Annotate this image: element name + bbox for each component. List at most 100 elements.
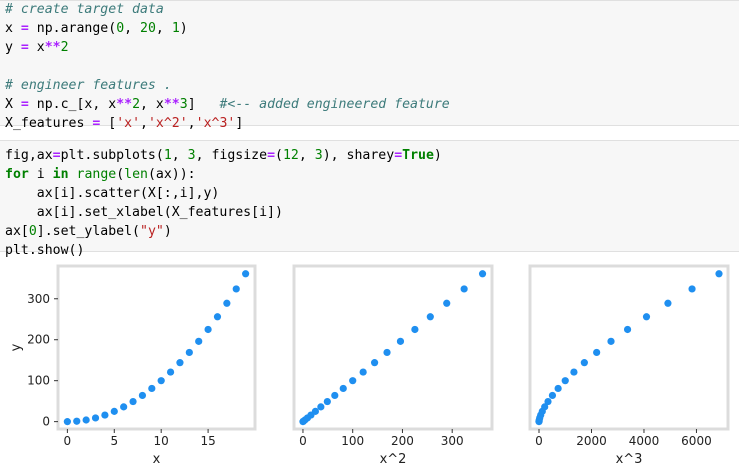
code-token: #<-- added engineered feature xyxy=(219,97,450,112)
scatter-point xyxy=(548,391,557,400)
scatter-point xyxy=(232,285,240,293)
scatter-point xyxy=(688,285,696,293)
x-tick-label: 100 xyxy=(341,434,364,448)
scatter-point xyxy=(664,299,672,307)
scatter-point xyxy=(129,397,137,406)
code-token: "y" xyxy=(140,224,164,239)
code-token: 0 xyxy=(28,224,37,239)
scatter-point xyxy=(396,337,405,345)
code-token: ] xyxy=(187,97,220,112)
x-tick-label: 4000 xyxy=(629,434,660,448)
scatter-point xyxy=(370,359,379,367)
code-token: ] xyxy=(235,116,244,131)
code-token: = xyxy=(20,21,29,36)
code-token: ** xyxy=(44,40,61,55)
code-token: = xyxy=(92,116,101,131)
code-token: plt.subplots( xyxy=(60,148,164,163)
code-token: range xyxy=(76,167,117,182)
code-token: 0 xyxy=(116,21,125,36)
code-line: # engineer features . xyxy=(5,76,172,95)
scatter-point xyxy=(213,313,222,321)
scatter-point xyxy=(541,403,549,411)
code-line: X_features = ['x','x^2','x^3'] xyxy=(5,114,243,133)
code-token: len xyxy=(124,167,148,182)
scatter-point xyxy=(223,299,231,307)
x-tick-label: 0 xyxy=(64,434,72,448)
code-token xyxy=(69,167,77,182)
code-line: y = x**2 xyxy=(5,38,69,57)
code-token: True xyxy=(402,148,434,163)
code-token: ( xyxy=(275,148,283,163)
code-token: 2 xyxy=(60,40,69,55)
scatter-point xyxy=(570,368,578,376)
code-token: 12 xyxy=(282,148,299,163)
code-token: , xyxy=(187,116,196,131)
code-token: ax[i].scatter(X[:,i],y) xyxy=(5,186,220,201)
subplot-2: 0 100 200 300 x^2 xyxy=(292,264,494,466)
code-cell-2[interactable]: fig,ax=plt.subplots(1, 3, figsize=(12, 3… xyxy=(0,140,739,258)
x-axis-label: x^3 xyxy=(616,452,643,466)
x-tick-label: 15 xyxy=(200,434,215,448)
scatter-plots-figure: 0 5 10 15 0 100 200 300 x y 0 100 200 300 x^2 0 2000 4000… xyxy=(9,264,730,466)
scatter-point xyxy=(642,313,651,321)
scatter-point xyxy=(63,418,71,426)
code-line: plt.show() xyxy=(5,241,84,260)
scatter-point xyxy=(120,403,128,411)
code-token: ), sharey xyxy=(322,148,395,163)
scatter-point xyxy=(311,407,319,415)
scatter-point xyxy=(331,391,339,400)
x-tick-label: 5 xyxy=(110,434,118,448)
code-line: # create target data xyxy=(5,0,164,19)
code-token: ** xyxy=(163,97,180,112)
code-token: , xyxy=(124,21,141,36)
code-token: # engineer features . xyxy=(5,78,172,93)
code-line: for i in range(len(ax)): xyxy=(5,165,196,184)
code-token: = xyxy=(20,40,29,55)
scatter-point xyxy=(359,368,367,376)
scatter-point xyxy=(554,384,562,393)
scatter-point xyxy=(110,407,118,415)
scatter-point xyxy=(607,337,615,345)
x-axis-label: x^2 xyxy=(380,452,407,466)
code-cell-1[interactable]: # create target data x = np.arange(0, 20,… xyxy=(0,0,739,131)
code-token: for xyxy=(5,167,29,182)
scatter-point xyxy=(195,337,203,345)
code-token: 3 xyxy=(314,148,323,163)
scatter-point xyxy=(82,416,90,424)
code-token: ].set_ylabel( xyxy=(36,224,140,239)
code-token: ) xyxy=(163,224,172,239)
code-token: plt.show() xyxy=(5,243,85,258)
code-token: ) xyxy=(433,148,442,163)
y-tick-label: 200 xyxy=(27,333,50,347)
code-token: = xyxy=(394,148,403,163)
scatter-point xyxy=(715,270,723,278)
code-token: ** xyxy=(116,97,133,112)
code-line: ax[i].set_xlabel(X_features[i]) xyxy=(5,203,283,222)
scatter-point xyxy=(411,325,419,334)
code-token: = xyxy=(52,148,61,163)
code-token: , figsize xyxy=(195,148,268,163)
scatter-point xyxy=(157,377,165,385)
code-token: in xyxy=(52,167,69,182)
code-token: 1 xyxy=(171,21,180,36)
code-token: X_features xyxy=(5,116,93,131)
scatter-point xyxy=(593,348,601,357)
y-axis-label: y xyxy=(9,343,24,351)
code-token: x xyxy=(28,40,45,55)
code-line: ax[0].set_ylabel("y") xyxy=(5,222,172,241)
code-token: , xyxy=(140,116,148,131)
scatter-point xyxy=(73,417,81,425)
code-token: , xyxy=(298,148,315,163)
code-token: , xyxy=(155,21,172,36)
x-tick-label: 0 xyxy=(535,434,543,448)
scatter-point xyxy=(339,384,347,393)
code-line: x = np.arange(0, 20, 1) xyxy=(5,19,188,38)
code-token: X xyxy=(5,97,21,112)
scatter-point xyxy=(426,313,434,321)
code-token: i xyxy=(28,167,53,182)
x-axis-label: x xyxy=(153,452,161,466)
code-token: , x xyxy=(140,97,164,112)
scatter-point xyxy=(148,384,156,393)
code-token: 'x' xyxy=(116,116,141,131)
scatter-point xyxy=(101,411,109,419)
